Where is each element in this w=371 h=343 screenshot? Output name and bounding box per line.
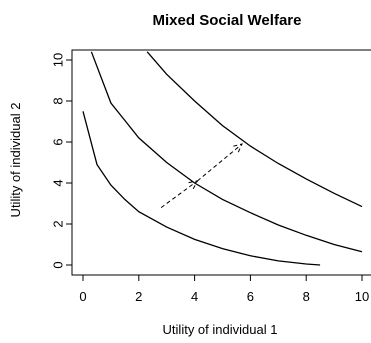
chart-title: Mixed Social Welfare (153, 12, 302, 29)
indifference-curve-2 (90, 51, 363, 253)
x-tick-label: 8 (303, 289, 310, 304)
indifference-curves (82, 51, 363, 266)
arrow-shaft-2 (197, 143, 243, 182)
plot-frame (71, 49, 371, 276)
welfare-arrows (160, 143, 243, 209)
x-axis-label: Utility of individual 1 (163, 322, 278, 337)
indifference-curve-1 (82, 111, 321, 266)
y-tick-label: 4 (51, 179, 66, 186)
indifference-curve-3 (146, 51, 363, 208)
x-tick-label: 4 (191, 289, 198, 304)
x-tick-label: 10 (355, 289, 369, 304)
y-axis-label: Utility of individual 2 (8, 103, 23, 218)
x-tick-label: 6 (247, 289, 254, 304)
y-tick-label: 2 (51, 220, 66, 227)
x-tick-label: 2 (135, 289, 142, 304)
y-tick-label: 10 (51, 53, 66, 67)
arrow-shaft-1 (160, 180, 198, 209)
y-axis: 0 2 4 6 8 10 (51, 53, 72, 269)
x-tick-label: 0 (79, 289, 86, 304)
arrow-head-2 (233, 143, 243, 153)
y-tick-label: 6 (51, 138, 66, 145)
x-axis: 0 2 4 6 8 10 (79, 275, 369, 304)
y-tick-label: 0 (51, 261, 66, 268)
y-tick-label: 8 (51, 97, 66, 104)
